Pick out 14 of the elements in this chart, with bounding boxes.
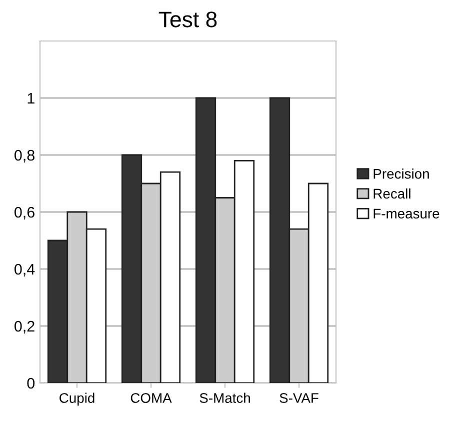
y-tick-label: 0,8	[14, 150, 34, 162]
x-tick-label: Cupid	[60, 392, 94, 406]
legend-label: Recall	[374, 188, 410, 199]
legend-label: Precision	[374, 168, 429, 179]
y-tick-label: 1	[28, 93, 34, 104]
x-tick-label: S-VAF	[280, 393, 318, 403]
chart-title: Test 8	[158, 12, 217, 28]
y-tick-label: 0,4	[14, 264, 35, 276]
x-tick-label: COMA	[130, 393, 172, 403]
y-tick-label: 0,2	[14, 320, 34, 334]
legend-label: F-measure	[374, 208, 440, 219]
x-tick-label: S-Match	[200, 392, 250, 403]
y-tick-label: 0,6	[14, 206, 34, 220]
y-tick-label: 0	[27, 378, 35, 389]
